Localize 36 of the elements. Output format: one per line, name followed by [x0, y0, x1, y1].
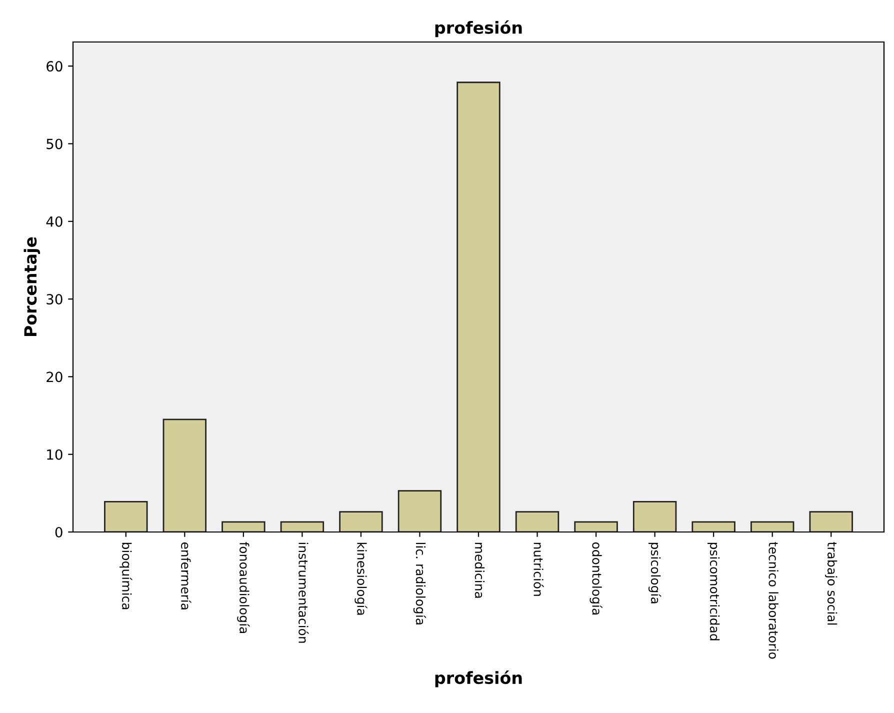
bar — [280, 521, 324, 532]
y-tick-label: 0 — [55, 526, 62, 538]
bar — [456, 82, 500, 532]
bar — [339, 511, 383, 532]
y-axis-title: Porcentaje — [24, 237, 40, 336]
x-axis-title: profesión — [435, 670, 522, 688]
bar — [574, 521, 618, 532]
x-tick-label: odontología — [590, 542, 602, 614]
x-tick-label: bioquímica — [120, 542, 132, 610]
bar — [515, 511, 560, 532]
x-tick-label: instrumentación — [298, 542, 309, 643]
y-tick-label: 40 — [46, 216, 62, 227]
x-tick-label: medicina — [474, 542, 485, 598]
x-tick-label: fonoaudiología — [237, 542, 250, 634]
y-tick-label: 30 — [46, 294, 62, 305]
x-tick-label: kinesiología — [354, 542, 368, 615]
bar — [104, 501, 148, 532]
y-tick-label: 60 — [46, 61, 62, 72]
bar — [398, 490, 442, 532]
y-tick-label: 50 — [46, 138, 62, 150]
x-tick-label: nutrición — [534, 542, 544, 596]
bar — [222, 521, 266, 532]
x-tick-label: tecnico laboratorio — [768, 542, 778, 659]
x-tick-label: lic. radiología — [413, 542, 426, 624]
bar — [162, 418, 207, 532]
y-tick-label: 10 — [47, 449, 62, 460]
bar — [809, 511, 853, 532]
chart-title: profesión — [435, 20, 522, 38]
bar — [632, 501, 677, 532]
x-tick-label: enfermería — [181, 542, 192, 610]
y-tick-label: 20 — [46, 372, 62, 382]
x-tick-label: trabajo social — [825, 542, 838, 625]
bar — [750, 521, 794, 532]
x-tick-label: psicomotricidad — [708, 542, 720, 640]
bar — [692, 521, 736, 532]
x-tick-label: psicología — [648, 542, 662, 604]
